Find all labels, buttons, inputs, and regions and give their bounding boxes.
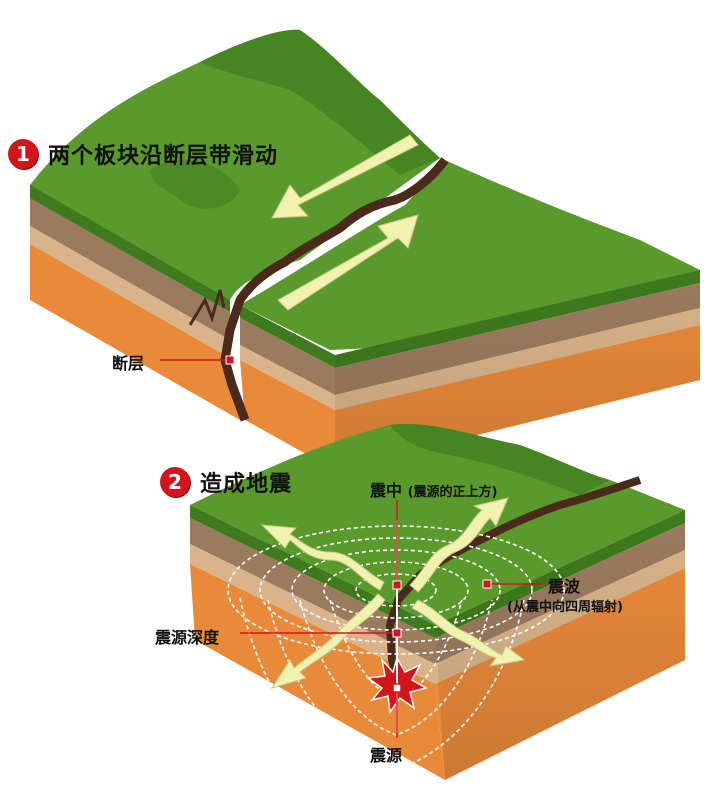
block-1-front-shade — [335, 270, 700, 470]
block-1-top-right — [240, 160, 700, 350]
block-1-layer-grass-edge — [30, 185, 230, 312]
block-1-shadow — [150, 159, 240, 209]
focal-depth-marker — [392, 628, 402, 638]
seismic-wave-arrows — [260, 497, 526, 689]
block-1-fault-cracks — [188, 289, 226, 326]
block-1-right-grass-edge — [240, 305, 335, 368]
epicenter-label: 震中 (震源的正上方) — [370, 477, 497, 501]
focal-depth-label: 震源深度 — [155, 628, 220, 647]
seismic-waves-label: 震波 — [548, 577, 581, 596]
block-1-hill-shade — [200, 29, 440, 175]
block-2 — [190, 424, 685, 796]
wave-ring-3 — [291, 549, 501, 631]
block-2-left-orange — [190, 564, 445, 780]
fault-label: 断层 — [112, 354, 145, 373]
block-1-right-orange — [240, 360, 335, 470]
step-1-badge: 1 — [8, 139, 38, 169]
epicenter-note: (震源的正上方) — [407, 485, 498, 500]
wave-arrow-up-left — [260, 524, 385, 591]
wave-arrow-up-right — [409, 497, 509, 593]
block-1-arrow-right — [277, 214, 419, 311]
block-1-fault-line — [220, 157, 449, 422]
fault-marker — [225, 355, 235, 365]
wave-arc-2 — [299, 599, 493, 736]
seismic-waves-note: (从震中向四周辐射) — [507, 600, 623, 615]
wave-arrow-down-right — [411, 599, 526, 667]
focus-label: 震源 — [370, 746, 403, 765]
wave-arc-1 — [329, 599, 463, 701]
block-1-arrow-left — [271, 134, 419, 219]
epicenter-marker — [392, 580, 402, 590]
step-2-title-row: 2 造成地震 — [160, 466, 292, 498]
epicenter-title: 震中 — [370, 481, 403, 500]
block-1-right-tan — [240, 345, 335, 410]
step-2-badge: 2 — [160, 467, 190, 497]
block-2-hill-shade — [390, 424, 610, 495]
block-1-right-brown — [240, 318, 335, 395]
step-1-title-row: 1 两个板块沿断层带滑动 — [8, 138, 278, 170]
step-1-title: 两个板块沿断层带滑动 — [48, 144, 279, 169]
block-1 — [30, 29, 700, 470]
block-1-layer-orange — [30, 244, 240, 420]
block-2-right-shade — [435, 510, 685, 780]
step-2-title: 造成地震 — [200, 472, 293, 497]
block-1-layer-brown — [30, 198, 230, 340]
wave-arc-4 — [239, 597, 397, 796]
block-1-layer-tan — [30, 226, 230, 358]
block-2-left-brown — [190, 518, 435, 664]
focus-marker — [392, 683, 402, 693]
seismic-waves-marker — [482, 579, 492, 589]
